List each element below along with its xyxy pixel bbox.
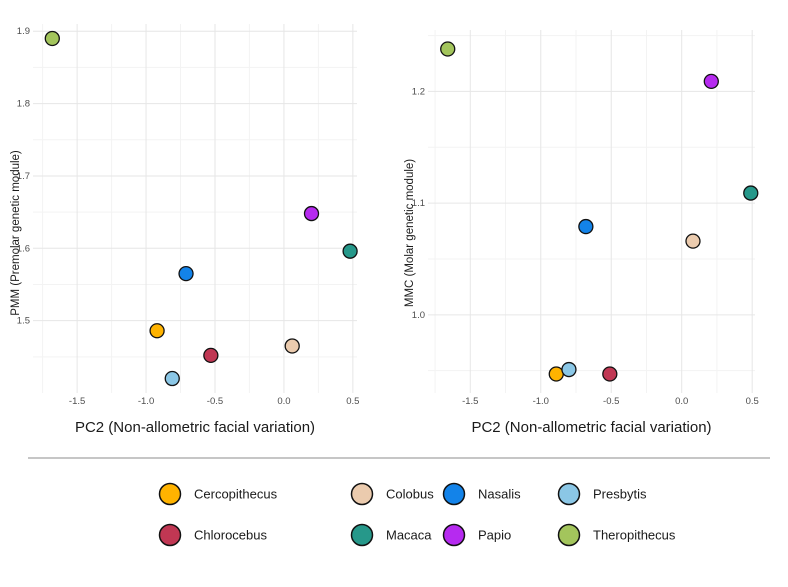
x-tick-label: -1.0 (138, 396, 154, 407)
legend-swatch (442, 523, 466, 547)
x-tick-label: -1.0 (533, 396, 549, 407)
point-nasalis (578, 218, 594, 235)
legend: Cercopithecus Colobus Nasalis Presbytis Chlo… (158, 482, 676, 547)
legend-item-chlorocebus: Chlorocebus (158, 523, 267, 547)
legend-swatch (158, 482, 182, 506)
x-axis-title: PC2 (Non-allometric facial variation) (75, 419, 315, 436)
legend-item-theropithecus: Theropithecus (557, 523, 676, 547)
legend-item-macaca: Macaca (350, 523, 432, 547)
point-chlorocebus (203, 347, 219, 364)
legend-swatch (350, 523, 374, 547)
legend-item-colobus: Colobus (350, 482, 434, 506)
legend-item-presbytis: Presbytis (557, 482, 647, 506)
legend-swatch (158, 523, 182, 547)
point-theropithecus (44, 30, 60, 47)
point-cercopithecus (548, 366, 564, 382)
x-axis-title: PC2 (Non-allometric facial variation) (471, 419, 711, 436)
y-axis-title: MMC (Molar genetic module) (404, 159, 416, 307)
y-tick-label: 1.0 (412, 310, 425, 321)
legend-swatch (442, 482, 466, 506)
legend-label: Colobus (386, 487, 434, 502)
y-tick-label: 1.1 (412, 198, 425, 209)
y-tick-label: 1.6 (17, 243, 30, 254)
point-colobus (685, 233, 701, 249)
legend-label: Nasalis (478, 487, 521, 502)
legend-item-cercopithecus: Cercopithecus (158, 482, 278, 506)
x-tick-label: -1.5 (462, 396, 478, 407)
point-macaca (342, 243, 358, 259)
x-tick-label: -0.5 (207, 396, 223, 407)
y-tick-label: 1.8 (17, 99, 30, 110)
point-theropithecus (440, 41, 456, 57)
legend-swatch (557, 482, 581, 506)
legend-swatch (557, 523, 581, 547)
legend-label: Macaca (386, 528, 432, 543)
x-tick-label: 0.0 (277, 396, 290, 407)
point-chlorocebus (602, 366, 618, 382)
point-papio (703, 73, 719, 90)
y-tick-label: 1.2 (412, 86, 425, 97)
y-tick-label: 1.7 (17, 171, 30, 182)
x-tick-label: 0.0 (675, 396, 688, 407)
legend-label: Theropithecus (593, 528, 676, 543)
point-macaca (743, 185, 759, 201)
legend-label: Chlorocebus (194, 528, 267, 543)
point-colobus (284, 338, 300, 354)
panel-pmm: -1.5 -1.0 -0.5 0.0 0.5 1.5 1.6 1.7 1.8 1.9 PC2 (No… (10, 24, 359, 436)
x-tick-label: 0.5 (746, 396, 759, 407)
legend-item-nasalis: Nasalis (442, 482, 521, 506)
legend-swatch (350, 482, 374, 506)
point-nasalis (178, 265, 194, 282)
point-cercopithecus (149, 323, 165, 339)
legend-label: Presbytis (593, 487, 647, 502)
y-axis-title: PMM (Premolar genetic module) (10, 150, 22, 316)
x-tick-label: 0.5 (346, 396, 359, 407)
x-tick-label: -1.5 (69, 396, 85, 407)
point-papio (303, 205, 320, 222)
point-presbytis (561, 361, 577, 378)
legend-label: Cercopithecus (194, 487, 278, 502)
y-tick-label: 1.5 (17, 316, 30, 327)
y-tick-label: 1.9 (17, 26, 30, 37)
legend-label: Papio (478, 528, 511, 543)
panel-mmc: -1.5 -1.0 -0.5 0.0 0.5 1.0 1.1 1.2 PC2 (Non-allo… (404, 30, 759, 436)
legend-item-papio: Papio (442, 523, 511, 547)
x-tick-label: -0.5 (603, 396, 619, 407)
point-presbytis (164, 370, 180, 387)
